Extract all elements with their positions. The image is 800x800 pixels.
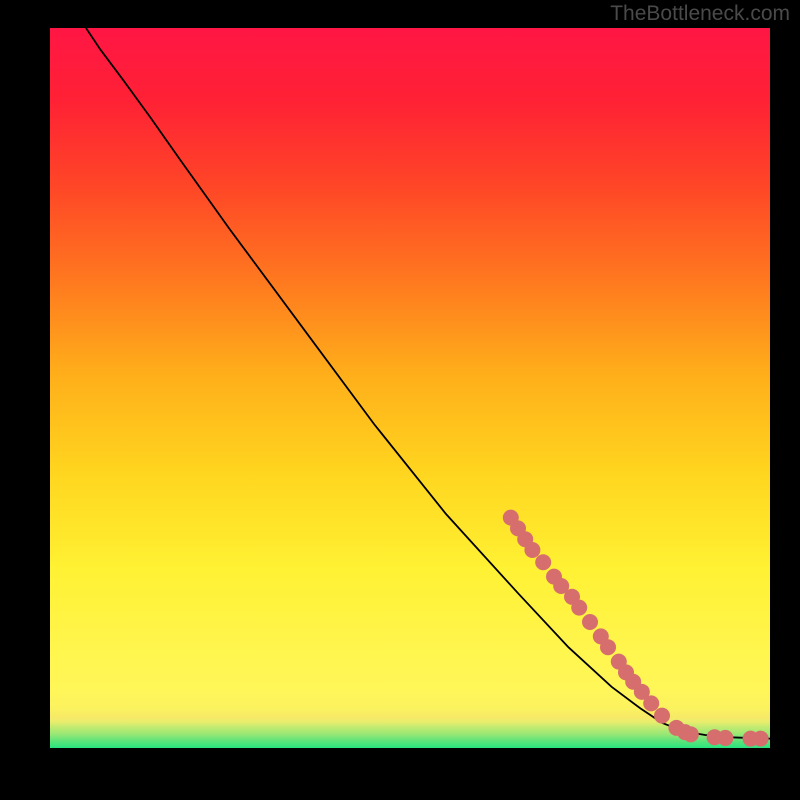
data-marker	[524, 542, 540, 558]
chart-container	[50, 28, 770, 748]
data-marker	[582, 614, 598, 630]
data-marker	[571, 600, 587, 616]
data-marker	[753, 731, 769, 747]
data-marker	[717, 730, 733, 746]
chart-background	[50, 28, 770, 748]
data-marker	[683, 726, 699, 742]
watermark-label: TheBottleneck.com	[610, 2, 790, 26]
chart-svg	[50, 28, 770, 748]
data-marker	[643, 695, 659, 711]
data-marker	[535, 554, 551, 570]
data-marker	[600, 639, 616, 655]
data-marker	[654, 708, 670, 724]
